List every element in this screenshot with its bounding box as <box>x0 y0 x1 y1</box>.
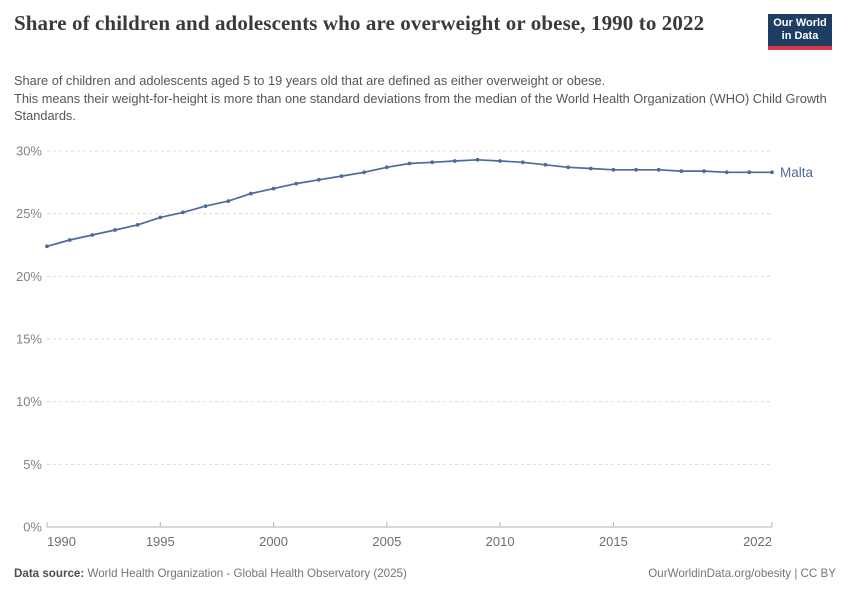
y-tick-label: 25% <box>16 206 42 221</box>
data-point[interactable] <box>679 169 684 173</box>
data-point[interactable] <box>271 186 276 191</box>
data-point[interactable] <box>67 238 72 242</box>
x-tick-label: 2005 <box>372 534 401 549</box>
data-point[interactable] <box>181 210 185 215</box>
data-point[interactable] <box>770 170 774 175</box>
data-point[interactable] <box>249 191 253 196</box>
chart-subtitle: Share of children and adolescents aged 5… <box>14 72 840 125</box>
series-end-label[interactable]: Malta <box>780 165 814 180</box>
data-point[interactable] <box>158 215 163 220</box>
x-tick-label: 1990 <box>47 534 76 549</box>
data-point[interactable] <box>452 159 457 163</box>
chart-title: Share of children and adolescents who ar… <box>14 11 705 35</box>
owid-logo-line1: Our World <box>773 17 827 29</box>
data-point[interactable] <box>543 162 548 167</box>
data-point[interactable] <box>226 199 231 203</box>
data-point[interactable] <box>702 169 706 173</box>
data-source-note: Data source: World Health Organization -… <box>14 567 407 580</box>
data-point[interactable] <box>634 167 638 172</box>
y-tick-label: 5% <box>23 457 42 472</box>
data-point[interactable] <box>135 223 140 227</box>
data-point[interactable] <box>339 174 344 178</box>
data-source-label: Data source: <box>14 567 85 580</box>
y-tick-label: 0% <box>23 520 42 535</box>
owid-logo-line2: in Data <box>781 30 819 43</box>
x-tick-label: 2000 <box>259 534 288 549</box>
line-chart[interactable]: 0% 5% 10% 15% 20% 25% 30% 1990 1995 2000 2005 2010 2… <box>0 135 850 563</box>
data-point[interactable] <box>384 165 389 170</box>
y-tick-label: 10% <box>16 394 42 409</box>
citation-link[interactable]: OurWorldinData.org/obesity | CC BY <box>648 567 836 580</box>
data-source-text: World Health Organization - Global Healt… <box>84 567 407 580</box>
subtitle-line-2: This means their weight-for-height is mo… <box>14 90 827 124</box>
x-tick-label: 2010 <box>486 534 515 549</box>
data-point[interactable] <box>407 161 412 166</box>
x-tick-label: 2015 <box>599 534 628 549</box>
data-point[interactable] <box>588 166 593 171</box>
x-tick-label: 2022 <box>743 534 772 549</box>
data-point[interactable] <box>317 177 321 182</box>
data-point[interactable] <box>566 165 570 170</box>
y-tick-label: 30% <box>16 144 42 159</box>
data-point[interactable] <box>475 157 480 162</box>
data-point[interactable] <box>747 170 752 175</box>
data-point[interactable] <box>45 244 49 249</box>
data-point[interactable] <box>90 233 95 237</box>
subtitle-line-1: Share of children and adolescents aged 5… <box>14 73 606 88</box>
data-point[interactable] <box>113 228 117 232</box>
data-point[interactable] <box>724 170 729 175</box>
data-point[interactable] <box>294 181 299 186</box>
owid-logo[interactable]: Our World in Data <box>768 14 832 50</box>
y-tick-label: 15% <box>16 332 42 347</box>
data-point[interactable] <box>498 159 502 163</box>
data-line[interactable] <box>46 158 772 248</box>
x-tick-label: 1995 <box>146 534 175 549</box>
data-point[interactable] <box>656 167 661 172</box>
data-point[interactable] <box>611 167 616 172</box>
y-tick-label: 20% <box>16 269 42 284</box>
chart-footer: Data source: World Health Organization -… <box>14 567 836 580</box>
data-point[interactable] <box>430 160 435 165</box>
data-point[interactable] <box>520 160 525 165</box>
data-point[interactable] <box>203 204 208 208</box>
data-point[interactable] <box>362 170 367 175</box>
